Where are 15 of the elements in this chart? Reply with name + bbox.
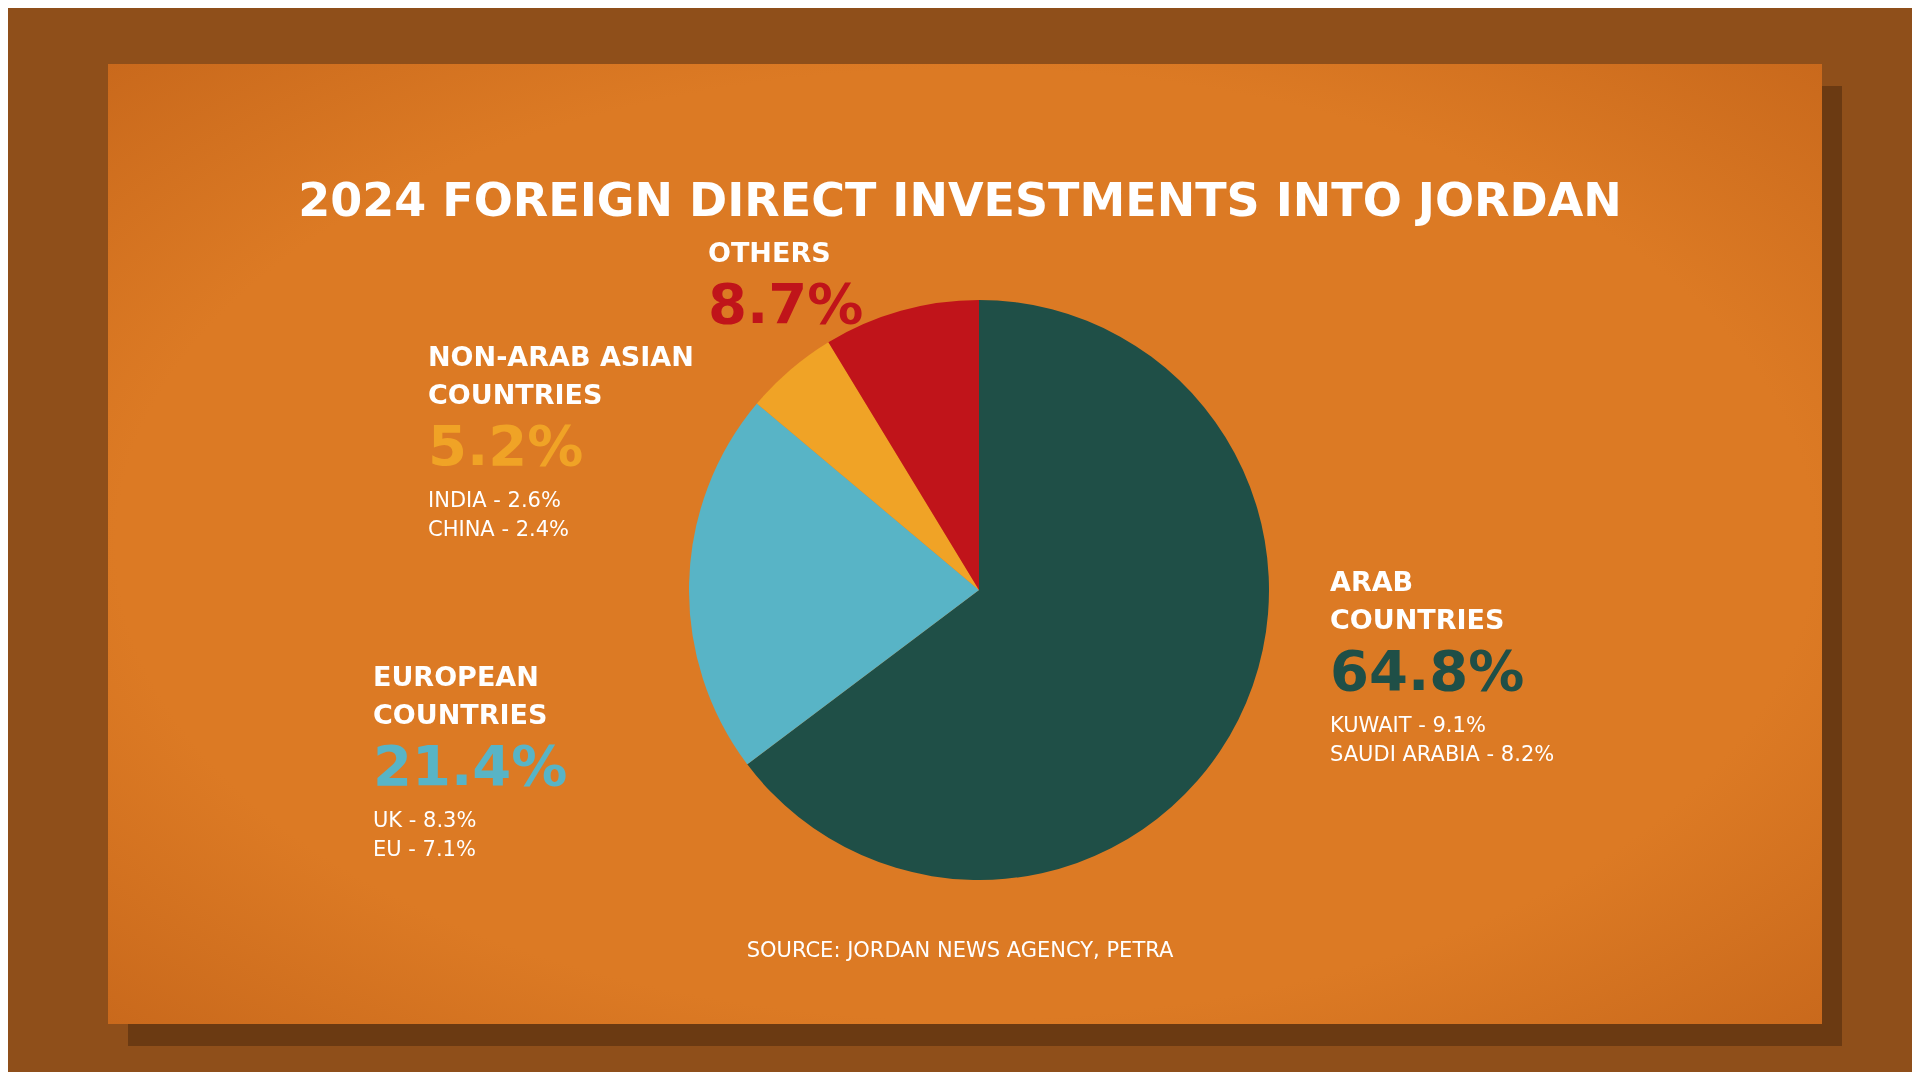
chart-title: 2024 FOREIGN DIRECT INVESTMENTS INTO JORDAN (297, 173, 1623, 227)
data-label: 64.8% (1330, 638, 1526, 703)
slice-label: OTHERS (708, 236, 832, 270)
slice-label: ARAB COUNTRIES (1330, 565, 1506, 637)
text: INDIA - 2.6% (428, 487, 562, 514)
data-label: 8.7% (708, 271, 865, 336)
text: SAUDI ARABIA - 8.2% (1330, 741, 1556, 768)
text: CHINA - 2.4% (428, 516, 570, 543)
slice-label: EUROPEAN COUNTRIES (373, 660, 549, 732)
text: UK - 8.3% (373, 807, 478, 834)
data-label: 21.4% (373, 733, 569, 798)
slice-label: NON-ARAB ASIAN COUNTRIES (428, 340, 695, 412)
text: KUWAIT - 9.1% (1330, 712, 1487, 739)
source-note: SOURCE: JORDAN NEWS AGENCY, PETRA (745, 938, 1175, 962)
text: EU - 7.1% (373, 836, 477, 863)
